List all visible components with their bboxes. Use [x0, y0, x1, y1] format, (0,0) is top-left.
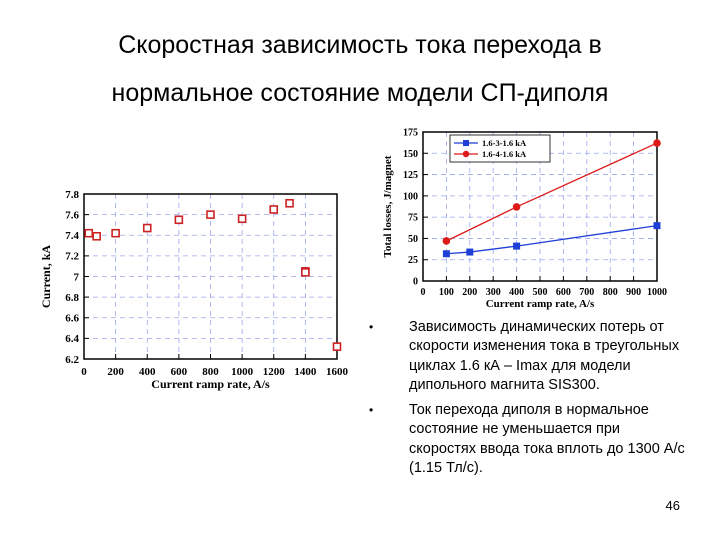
legend-label: 1.6-4-1.6 kA — [482, 149, 527, 159]
x-tick-label: 400 — [139, 366, 156, 378]
losses-vs-ramp-rate-chart: 0 100 200 300 400 500 600 700 800 900 1000 0 25 50 75 1… — [382, 128, 667, 311]
x-tick-label: 1600 — [326, 366, 349, 378]
legend-label: 1.6-3-1.6 kA — [482, 138, 527, 148]
bullet-list: • Зависимость динамических потерь от ско… — [365, 318, 685, 484]
x-tick-label: 1400 — [294, 366, 317, 378]
x-tick-label: 200 — [107, 366, 124, 378]
bullet-item: • Зависимость динамических потерь от ско… — [365, 318, 685, 395]
y-tick-label: 0 — [413, 277, 418, 288]
data-point-circle — [653, 139, 661, 147]
data-point-square — [332, 342, 342, 351]
legend-box — [449, 134, 551, 163]
data-point-square — [442, 250, 450, 258]
data-point-square — [466, 248, 474, 256]
y-tick-label: 7.6 — [65, 209, 79, 221]
x-tick-label: 800 — [202, 366, 219, 378]
slide-title-line-2: нормальное состояние модели СП-диполя — [111, 79, 609, 107]
x-tick-label: 500 — [533, 287, 548, 298]
x-axis-label: Current ramp rate, A/s — [151, 377, 270, 391]
x-tick-label: 900 — [626, 287, 641, 298]
data-point-square — [513, 242, 521, 250]
bullet-text: Ток перехода диполя в нормальное состоян… — [409, 402, 685, 477]
data-point-circle — [512, 203, 521, 211]
data-point-square — [84, 228, 94, 238]
left-chart-group: 0 200 400 600 800 1000 1200 1400 1600 6.2 6.4 6.6 6.… — [39, 189, 349, 391]
x-tick-label: 1200 — [263, 366, 286, 378]
y-tick-label: 150 — [403, 149, 418, 160]
y-tick-label: 175 — [403, 128, 418, 139]
data-point-square — [206, 210, 215, 219]
x-tick-label: 0 — [421, 287, 426, 298]
page-number: 46 — [665, 498, 680, 513]
legend-marker-square — [463, 140, 469, 146]
y-tick-label: 6.8 — [65, 292, 79, 304]
y-tick-label: 6.6 — [65, 313, 79, 325]
current-vs-ramp-rate-chart: 0 200 400 600 800 1000 1200 1400 1600 6.2 6.4 6.6 6.… — [39, 189, 349, 391]
legend: 1.6-3-1.6 kA1.6-4-1.6 kA — [449, 134, 551, 163]
data-point-square — [92, 231, 101, 241]
data-point-square — [285, 198, 294, 208]
x-tick-label: 600 — [556, 287, 571, 298]
bullet-dot-icon: • — [369, 403, 374, 418]
x-tick-label: 700 — [579, 287, 594, 298]
series-line — [446, 225, 658, 255]
x-tick-label: 300 — [486, 287, 501, 298]
data-point-square — [174, 215, 184, 225]
x-tick-label: 800 — [603, 287, 618, 298]
x-tick-label: 600 — [171, 366, 188, 378]
y-tick-label: 50 — [408, 234, 418, 245]
y-tick-label: 75 — [408, 213, 418, 224]
data-point-square — [301, 268, 310, 277]
data-point-square — [111, 228, 120, 238]
data-point-square — [653, 222, 661, 230]
data-point-square — [142, 223, 152, 233]
slide-title-line-1: Скоростная зависимость тока перехода в — [118, 31, 602, 59]
x-tick-label: 200 — [462, 287, 477, 298]
data-point-square — [269, 205, 279, 214]
x-axis-label: Current ramp rate, A/s — [486, 298, 595, 310]
bullet-dot-icon: • — [369, 320, 374, 334]
data-point-circle — [442, 237, 451, 245]
y-tick-label: 7.2 — [65, 251, 79, 263]
x-tick-label: 1000 — [231, 366, 254, 378]
y-axis-label: Total losses, J/magnet — [382, 155, 394, 257]
y-tick-label: 7.4 — [65, 230, 79, 242]
y-tick-label: 7.8 — [65, 189, 79, 201]
y-tick-label: 100 — [403, 191, 418, 202]
x-tick-label: 100 — [439, 287, 454, 298]
legend-marker-circle — [462, 150, 470, 158]
y-tick-label: 125 — [403, 170, 418, 181]
bullet-text: Зависимость динамических потерь от скоро… — [409, 319, 680, 393]
x-tick-label: 0 — [81, 366, 87, 378]
data-point-square — [237, 214, 247, 224]
y-tick-label: 25 — [408, 255, 418, 266]
y-tick-label: 6.4 — [65, 333, 79, 345]
y-axis-label: Current, kA — [39, 245, 53, 308]
bullet-item: • Ток перехода диполя в нормальное состо… — [365, 401, 685, 478]
right-chart-group: 0 100 200 300 400 500 600 700 800 900 1000 0 25 50 75 1… — [382, 128, 667, 311]
x-tick-label: 400 — [509, 287, 524, 298]
x-tick-label: 1000 — [647, 287, 667, 298]
y-tick-label: 6.2 — [65, 354, 79, 366]
y-tick-label: 7 — [74, 271, 80, 283]
